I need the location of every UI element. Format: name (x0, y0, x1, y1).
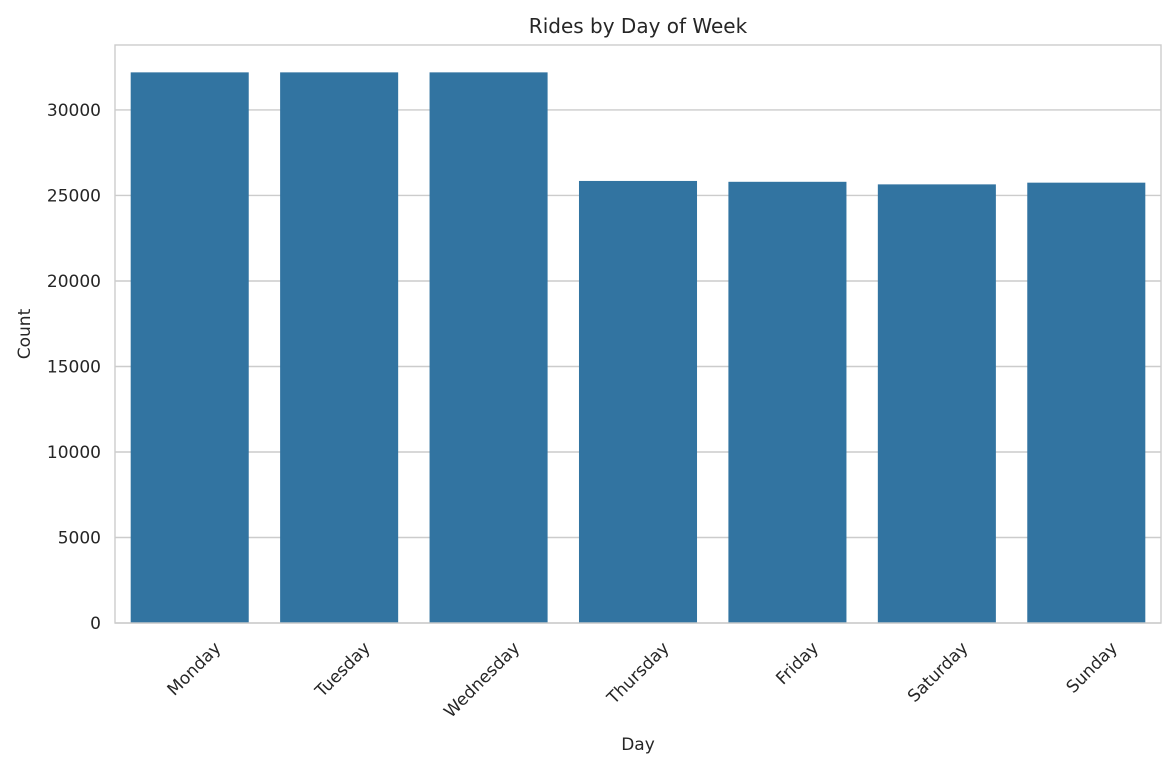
plot-frame (114, 44, 1162, 624)
chart-title: Rides by Day of Week (529, 14, 748, 38)
x-tick-label-wednesday: Wednesday (440, 638, 524, 722)
x-tick-labels: Monday Tuesday Wednesday Thursday Friday Satu… (164, 638, 1122, 722)
x-tick-label-monday: Monday (164, 638, 226, 700)
y-tick-label: 20000 (47, 272, 101, 292)
y-tick-labels: 0 5000 10000 15000 20000 25000 30000 (47, 101, 101, 634)
x-tick-label-tuesday: Tuesday (311, 638, 375, 702)
y-tick-label: 30000 (47, 101, 101, 121)
bar-thursday (578, 180, 698, 623)
bar-monday (130, 72, 249, 623)
y-tick-label: 10000 (47, 443, 101, 463)
y-tick-label: 5000 (58, 528, 101, 548)
bar-tuesday (280, 72, 399, 623)
x-tick-label-sunday: Sunday (1063, 638, 1122, 697)
bar-sunday (1027, 182, 1146, 623)
x-axis-label: Day (621, 735, 655, 755)
bar-saturday (877, 184, 996, 624)
x-tick-label-friday: Friday (772, 638, 823, 689)
y-tick-label: 25000 (47, 186, 101, 206)
x-tick-label-saturday: Saturday (904, 638, 972, 706)
y-axis-label: Count (15, 308, 35, 359)
bar-friday (728, 181, 847, 623)
x-tick-label-thursday: Thursday (603, 638, 674, 709)
y-tick-label: 15000 (47, 357, 101, 377)
bar-wednesday (429, 72, 548, 623)
y-tick-label: 0 (90, 614, 101, 634)
bars (130, 72, 1146, 624)
